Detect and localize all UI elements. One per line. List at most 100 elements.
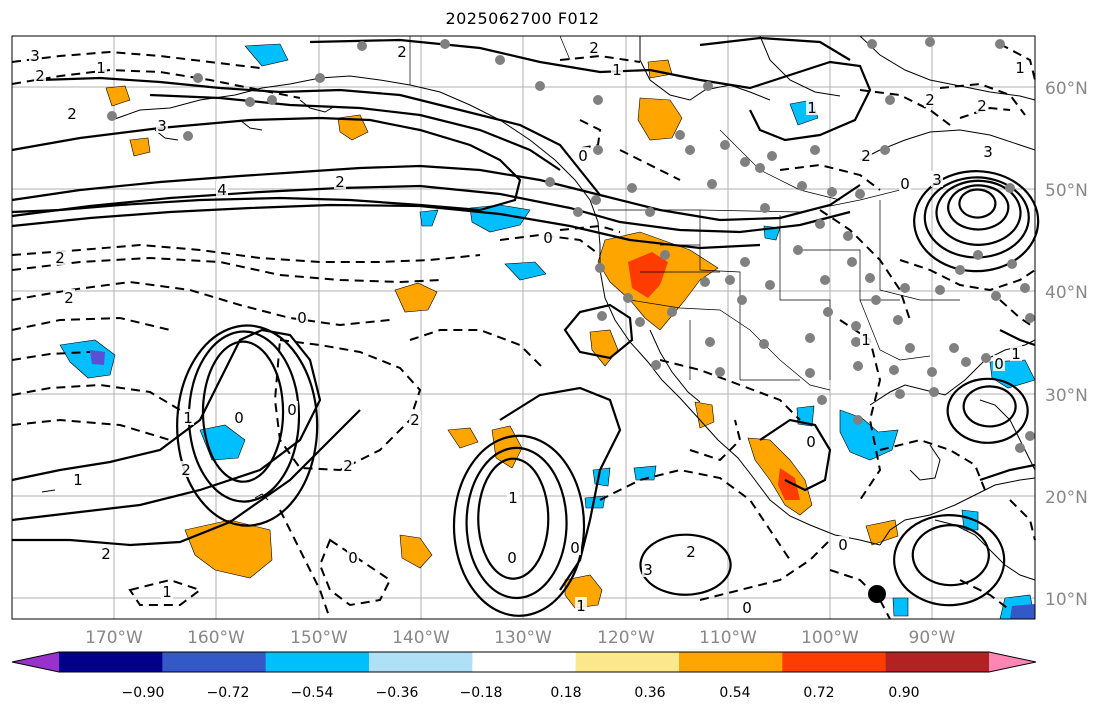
contour-label-background	[993, 355, 1005, 371]
lon-label: 150°W	[290, 628, 348, 648]
contour-label-background	[34, 67, 46, 83]
contour-label-background	[1010, 345, 1022, 361]
contour-label: 1	[508, 489, 518, 507]
lon-label: 170°W	[85, 628, 143, 648]
contour-label-background	[63, 289, 75, 305]
contour-label-background	[611, 61, 623, 77]
contour-label-background	[66, 105, 78, 121]
lat-label: 30°N	[1045, 386, 1088, 406]
latitude-labels: 60°N 50°N 40°N 30°N 20°N 10°N	[1045, 79, 1088, 610]
colorbar-segment	[885, 652, 990, 672]
contour-label-background	[161, 583, 173, 599]
contour-label: 2	[35, 67, 45, 85]
contour-label-background	[54, 249, 66, 265]
contour-label: 2	[67, 105, 77, 123]
contour-label: 2	[861, 147, 871, 165]
contour-label-background	[805, 433, 817, 449]
contour-label: 3	[643, 561, 653, 579]
contour-label: 0	[543, 229, 553, 247]
contour-label: 0	[900, 175, 910, 193]
colorbar-tick-label: 0.36	[634, 685, 665, 701]
contour-label-background	[924, 91, 936, 107]
contour-label-background	[1014, 59, 1026, 75]
contour-label-background	[296, 309, 308, 325]
contour-label: 2	[686, 543, 696, 561]
contour-label: 0	[570, 539, 580, 557]
contour-label-background	[506, 549, 518, 565]
map-frame	[11, 35, 1036, 620]
contour-label: 0	[507, 549, 517, 567]
contour-label: 2	[925, 91, 935, 109]
colorbar-tick-label: −0.54	[291, 685, 334, 701]
contour-label-background	[409, 411, 421, 427]
colorbar-outline	[11, 651, 1037, 673]
contour-label-background	[233, 409, 245, 425]
contour-label: 1	[162, 583, 172, 601]
lon-label: 110°W	[699, 628, 757, 648]
contour-label-background	[899, 175, 911, 191]
contour-label: 2	[589, 39, 599, 57]
lon-label: 120°W	[597, 628, 655, 648]
station-dot-large	[868, 585, 886, 603]
colorbar-segment	[369, 652, 473, 672]
map-title: 2025062700 F012	[445, 9, 600, 28]
contour-label: 1	[96, 59, 106, 77]
contour-label-background	[642, 561, 654, 577]
contour-label: 0	[742, 599, 752, 617]
colorbar-tick-label: 0.18	[550, 685, 581, 701]
contour-label: 2	[397, 43, 407, 61]
contour-label: 2	[335, 173, 345, 191]
contour-label-background	[507, 489, 519, 505]
contour-label: 1	[183, 409, 193, 427]
station-dots	[107, 37, 1035, 453]
contour-label-background	[982, 143, 994, 159]
contour-label: 2	[181, 461, 191, 479]
contour-label-background	[347, 549, 359, 565]
contour-label-background	[931, 171, 943, 187]
contour-label: 2	[55, 249, 65, 267]
contour-label: 0	[234, 409, 244, 427]
contour-label-background	[334, 173, 346, 189]
lat-label: 40°N	[1045, 283, 1088, 303]
contour-label: 0	[838, 536, 848, 554]
contour-label-background	[569, 539, 581, 555]
colorbar-tick-label: −0.90	[122, 685, 165, 701]
contour-label: 3	[983, 143, 993, 161]
contour-label-background	[976, 97, 988, 113]
borders	[409, 35, 960, 391]
contour-label-background	[575, 597, 587, 613]
colorbar-segment	[162, 652, 267, 672]
lon-label: 160°W	[187, 628, 245, 648]
colorbar-tick-label: 0.72	[803, 685, 834, 701]
lon-label: 140°W	[392, 628, 450, 648]
colorbar-segment	[679, 652, 783, 672]
contour-label: 0	[806, 433, 816, 451]
contour-label: 3	[932, 171, 942, 189]
contour-label: 0	[297, 309, 307, 327]
contours-positive	[11, 36, 1040, 617]
contour-label: 0	[348, 549, 358, 567]
contour-label: 1	[73, 471, 83, 489]
contour-label-background	[182, 409, 194, 425]
contour-label: 1	[861, 331, 871, 349]
contour-label-background	[100, 545, 112, 561]
contour-label-background	[29, 47, 41, 63]
lat-label: 20°N	[1045, 488, 1088, 508]
colorbar	[11, 651, 1037, 673]
contour-label-background	[860, 331, 872, 347]
contour-label-background	[542, 229, 554, 245]
colorbar-tick-label: −0.72	[207, 685, 250, 701]
contour-label-background	[741, 599, 753, 615]
colorbar-segment	[782, 652, 887, 672]
colorbar-tick-label: 0.90	[888, 685, 919, 701]
colorbar-tick-label: 0.54	[719, 685, 750, 701]
lon-label: 90°W	[909, 628, 956, 648]
contour-label: 2	[410, 411, 420, 429]
contour-label-background	[156, 117, 168, 133]
contour-label-background	[180, 461, 192, 477]
contour-label: 4	[217, 181, 227, 199]
contour-label: 1	[612, 61, 622, 79]
contour-label-background	[588, 39, 600, 55]
colorbar-segment	[472, 652, 577, 672]
